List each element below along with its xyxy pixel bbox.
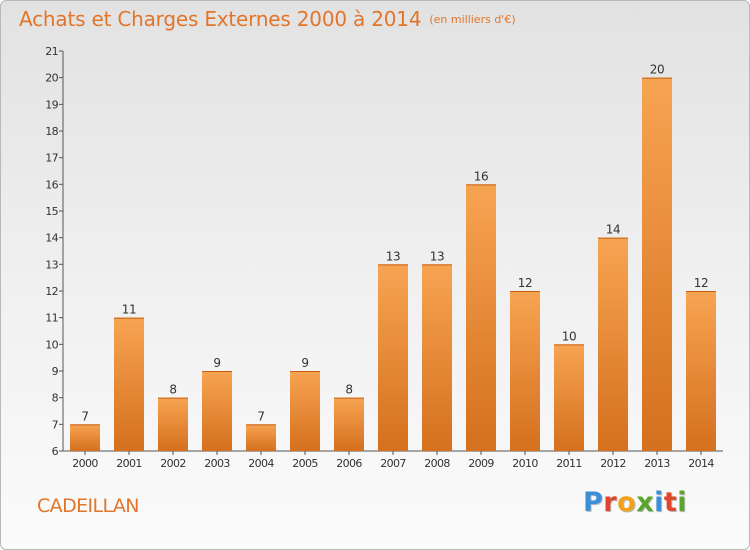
- x-axis: 2000 2001 2002 2003 2004 2005 2006 2007 2008 2009…: [63, 450, 723, 470]
- place-name: CADEILLAN: [37, 495, 140, 517]
- y-tick-label: 11: [45, 312, 58, 325]
- x-tick-label-2006: 2006: [336, 457, 362, 470]
- y-tick-label: 10: [45, 338, 58, 351]
- value-label-2003: 9: [213, 356, 220, 370]
- y-tick-label: 17: [45, 152, 58, 165]
- proxiti-logo[interactable]: Proxiti: [583, 487, 687, 518]
- logo-letter: x: [636, 487, 655, 518]
- bar-2013: [642, 77, 672, 452]
- y-tick-label: 20: [45, 72, 58, 85]
- bars: [70, 77, 716, 452]
- y-tick-label: 21: [45, 45, 58, 58]
- logo-letter: o: [617, 487, 637, 518]
- y-tick-label: 12: [45, 285, 58, 298]
- x-tick-label-2002: 2002: [160, 457, 186, 470]
- value-label-2002: 8: [169, 383, 176, 397]
- y-tick-label: 8: [52, 392, 59, 405]
- logo-letter: i: [677, 487, 688, 518]
- logo-letter: t: [663, 487, 678, 518]
- bar-2002: [158, 397, 188, 451]
- bar-2014: [686, 291, 716, 451]
- chart-title: Achats et Charges Externes 2000 à 2014: [19, 7, 422, 31]
- y-tick-label: 19: [45, 98, 58, 111]
- y-tick-label: 15: [45, 205, 58, 218]
- y-tick-label: 14: [45, 232, 58, 245]
- bar-2012: [598, 237, 628, 451]
- value-label-2014: 12: [694, 276, 708, 290]
- bar-2005: [290, 371, 320, 451]
- x-tick-label-2010: 2010: [512, 457, 538, 470]
- value-label-2011: 10: [562, 329, 576, 343]
- bar-2008: [422, 264, 452, 451]
- bar-2003: [202, 371, 232, 451]
- value-label-2009: 16: [474, 169, 488, 183]
- x-tick-label-2012: 2012: [600, 457, 626, 470]
- value-label-2006: 8: [345, 383, 352, 397]
- y-tick-label: 16: [45, 178, 58, 191]
- value-label-2008: 13: [430, 249, 444, 263]
- bar-2000: [70, 424, 100, 451]
- y-tick-label: 18: [45, 125, 58, 138]
- x-tick-label-2014: 2014: [688, 457, 714, 470]
- bar-2006: [334, 397, 364, 451]
- y-tick-label: 6: [52, 445, 59, 458]
- x-tick-label-2005: 2005: [292, 457, 318, 470]
- bar-2010: [510, 291, 540, 451]
- y-tick-label: 7: [52, 418, 59, 431]
- bar-2009: [466, 184, 496, 452]
- bar-2004: [246, 424, 276, 451]
- x-tick-label-2003: 2003: [204, 457, 230, 470]
- x-tick-label-2004: 2004: [248, 457, 274, 470]
- x-tick-label-2001: 2001: [116, 457, 142, 470]
- chart-unit: (en milliers d'€): [429, 13, 516, 26]
- logo-letter: i: [654, 487, 664, 518]
- value-label-2001: 11: [122, 303, 136, 317]
- x-tick-label-2009: 2009: [468, 457, 494, 470]
- value-label-2004: 7: [257, 409, 264, 423]
- logo-letter: r: [603, 487, 618, 518]
- bar-2011: [554, 344, 584, 451]
- y-tick-label: 9: [52, 365, 59, 378]
- y-tick-label: 13: [45, 258, 58, 271]
- value-label-2013: 20: [650, 63, 664, 77]
- value-label-2000: 7: [81, 409, 88, 423]
- logo-letter: P: [583, 487, 604, 518]
- x-tick-label-2000: 2000: [72, 457, 98, 470]
- value-label-2010: 12: [518, 276, 532, 290]
- bar-2001: [114, 317, 144, 451]
- bar-2007: [378, 264, 408, 451]
- value-labels: 7 11 8 9 7 9 8 13 13 16 12 10 14 20 12: [81, 63, 708, 424]
- value-label-2012: 14: [606, 223, 620, 237]
- x-tick-label-2013: 2013: [644, 457, 670, 470]
- y-axis: 6 7 8 9 10 11 12 13 14 15 16 17 18 19 20 21: [45, 45, 64, 458]
- title-row: Achats et Charges Externes 2000 à 2014 (e…: [19, 7, 516, 31]
- value-label-2007: 13: [386, 249, 400, 263]
- value-label-2005: 9: [301, 356, 308, 370]
- x-tick-label-2011: 2011: [556, 457, 582, 470]
- x-tick-label-2008: 2008: [424, 457, 450, 470]
- x-tick-label-2007: 2007: [380, 457, 406, 470]
